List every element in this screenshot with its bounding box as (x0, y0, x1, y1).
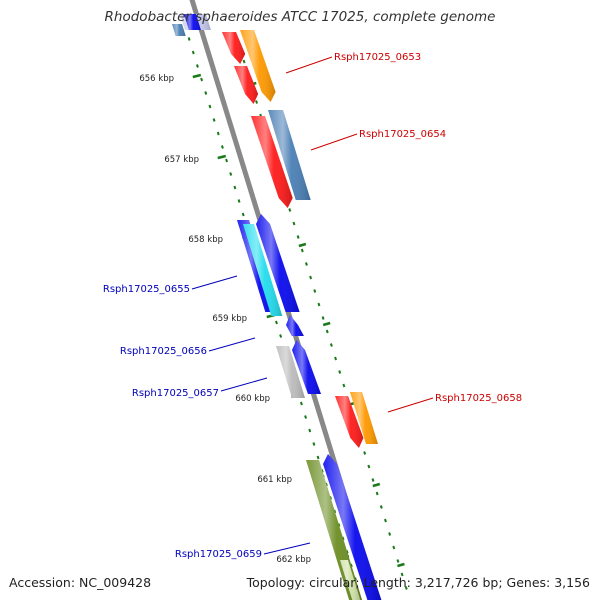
tick-dot (342, 383, 346, 388)
gene-shading (335, 396, 364, 448)
gene-shading (234, 66, 259, 104)
tick-dot (204, 91, 208, 95)
tick-dot (225, 158, 229, 163)
tick-dot (292, 221, 296, 226)
gene-shading (222, 32, 246, 64)
tick-dot (392, 545, 396, 550)
gene-shading (286, 315, 304, 336)
kbp-tick (397, 562, 405, 568)
tick-dot (379, 505, 383, 509)
genome-title: Rhodobacter sphaeroides ATCC 17025, comp… (104, 9, 496, 25)
tick-dot (237, 199, 241, 203)
leader-line (285, 56, 333, 74)
gene-label-reverse: Rsph17025_0655 (103, 284, 190, 295)
tick-dot (288, 208, 292, 212)
gene-label-forward: Rsph17025_0658 (435, 393, 522, 404)
tick-dot (371, 478, 375, 482)
tick-dot (242, 59, 246, 64)
accession-label: Accession: NC_009428 (9, 575, 152, 590)
gene-shading (268, 110, 311, 200)
tick-dot (321, 316, 325, 320)
gene-label-reverse: Rsph17025_0659 (175, 549, 262, 560)
tick-dot (316, 455, 320, 460)
tick-dot (317, 302, 321, 307)
kbp-label: 659 kbp (212, 314, 247, 324)
tick-dot (300, 248, 304, 253)
gene-label-forward: Rsph17025_0654 (359, 129, 446, 140)
tick-dot (404, 586, 408, 590)
leader-line (191, 275, 238, 290)
tick-dot (329, 343, 333, 347)
tick-dot (388, 532, 392, 536)
tick-dot (196, 64, 199, 68)
gene-shading (276, 346, 305, 398)
kbp-label: 657 kbp (164, 155, 199, 165)
tick-dot (367, 464, 371, 469)
tick-dot (220, 145, 224, 149)
tick-dot (296, 235, 300, 239)
kbp-label: 662 kbp (276, 555, 311, 565)
kbp-tick (217, 154, 227, 160)
tick-dot (187, 37, 191, 41)
gene-shading (172, 24, 186, 36)
leader-line (263, 542, 311, 555)
kbp-tick (322, 321, 331, 327)
kbp-label: 656 kbp (139, 74, 174, 84)
tick-dot (275, 320, 278, 325)
kbp-label: 660 kbp (235, 394, 270, 404)
gene-label-reverse: Rsph17025_0657 (132, 388, 219, 399)
tick-dot (304, 262, 308, 266)
gene-shading (251, 116, 293, 208)
tick-dot (396, 559, 400, 563)
kbp-label: 661 kbp (257, 475, 292, 485)
gene-features (172, 14, 382, 600)
tick-dot (304, 415, 308, 419)
leader-line (387, 397, 434, 413)
kbp-tick (192, 73, 202, 79)
tick-dot (229, 172, 233, 176)
tick-dot (325, 329, 329, 334)
kbp-scale-labels: 656 kbp 657 kbp 658 kbp 659 kbp 660 kbp 661 k… (139, 74, 311, 565)
tick-dot (200, 77, 204, 82)
gene-shading (184, 14, 201, 30)
tick-dot (312, 442, 316, 446)
gene-shading (323, 454, 382, 600)
gene-shading (350, 392, 378, 444)
kbp-tick (298, 242, 307, 248)
tick-dot (191, 50, 195, 55)
tick-dot (363, 451, 367, 455)
gene-shading (340, 560, 361, 600)
leader-line (220, 377, 268, 392)
genome-summary: Topology: circular; Length: 3,217,726 bp… (246, 575, 590, 590)
tick-dot (375, 491, 379, 496)
gene-label-reverse: Rsph17025_0656 (120, 346, 207, 357)
tick-dot (208, 104, 212, 109)
kbp-tick (372, 482, 381, 488)
tick-dot (338, 370, 342, 374)
tick-dot (233, 185, 237, 190)
gene-labels: Rsph17025_0653 Rsph17025_0654 Rsph17025_06… (103, 52, 522, 560)
kbp-label: 658 kbp (188, 235, 223, 245)
tick-dot (279, 334, 283, 338)
gene-shading (292, 340, 321, 394)
tick-dot (309, 275, 313, 280)
tick-dot (241, 212, 245, 217)
leader-line (208, 337, 256, 352)
label-leader-lines (191, 56, 434, 555)
gene-shading (256, 214, 300, 312)
tick-dot (400, 572, 404, 577)
gene-shading (243, 224, 283, 316)
tick-dot (216, 131, 220, 136)
tick-dot (308, 428, 312, 433)
tick-dot (384, 518, 387, 523)
tick-dot (212, 118, 216, 122)
tick-dot (313, 289, 317, 293)
leader-line (310, 133, 358, 151)
gene-label-forward: Rsph17025_0653 (334, 52, 421, 63)
gene-shading (240, 30, 276, 102)
tick-dot (299, 401, 303, 406)
tick-dot (255, 100, 258, 104)
tick-dot (334, 356, 338, 361)
